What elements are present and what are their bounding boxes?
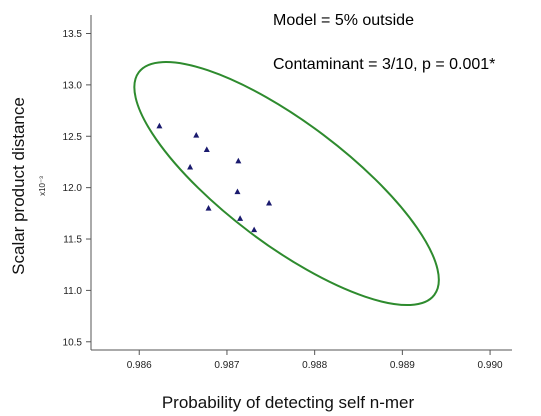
x-axis-label: Probability of detecting self n-mer xyxy=(162,393,415,412)
x-tick-label: 0.988 xyxy=(302,360,327,371)
y-tick-label: 12.5 xyxy=(63,132,83,143)
data-point xyxy=(266,199,273,206)
y-tick-label: 13.0 xyxy=(63,80,83,91)
data-points xyxy=(156,122,273,233)
y-tick-label: 10.5 xyxy=(63,337,83,348)
data-point xyxy=(156,122,163,129)
y-tick-label: 12.0 xyxy=(63,183,83,194)
data-point xyxy=(187,163,194,170)
confidence-ellipse xyxy=(133,60,440,307)
y-multiplier-label: x10⁻³ xyxy=(38,176,47,196)
y-tick-label: 13.5 xyxy=(63,29,83,40)
data-point xyxy=(205,204,212,211)
annotation-model: Model = 5% outside xyxy=(273,12,414,29)
x-tick-label: 0.987 xyxy=(214,360,239,371)
data-point xyxy=(234,188,241,195)
x-tick-label: 0.986 xyxy=(127,360,152,371)
ticks: 0.986 0.987 0.988 0.989 0.990 10.5 11.0 11.5 12.… xyxy=(63,29,503,371)
confidence-ellipse-layer xyxy=(133,60,440,307)
data-point xyxy=(237,215,244,221)
data-point xyxy=(251,226,258,233)
x-tick-label: 0.990 xyxy=(478,360,503,371)
y-tick-label: 11.0 xyxy=(63,286,82,297)
axes xyxy=(90,15,512,351)
x-tick-label: 0.989 xyxy=(390,360,415,371)
data-point xyxy=(235,157,242,164)
y-axis-label: Scalar product distance xyxy=(9,97,28,275)
annotation-contaminant: Contaminant = 3/10, p = 0.001* xyxy=(273,56,495,73)
y-tick-label: 11.5 xyxy=(63,235,82,246)
data-point xyxy=(193,132,200,138)
data-point xyxy=(203,146,210,153)
